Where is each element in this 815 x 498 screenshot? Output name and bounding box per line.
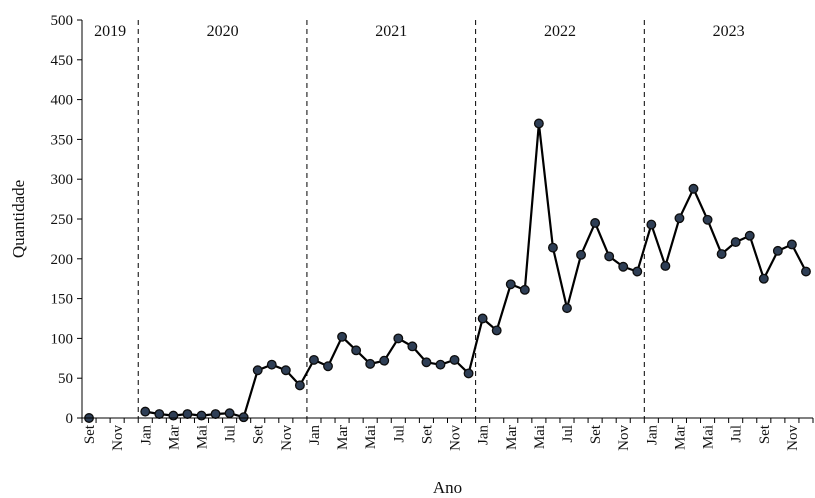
y-tick-label: 400 — [51, 93, 74, 109]
data-point — [758, 273, 769, 284]
y-tick-label: 0 — [66, 411, 74, 427]
data-point — [477, 313, 488, 324]
x-tick-label: Set — [588, 424, 604, 444]
y-tick-label: 500 — [51, 13, 74, 29]
x-tick-label: Jul — [391, 425, 407, 443]
data-point — [224, 408, 235, 419]
data-point — [393, 333, 404, 344]
data-point — [505, 279, 516, 290]
data-point — [590, 218, 601, 228]
data-point — [435, 359, 446, 370]
data-point — [772, 245, 783, 256]
y-tick-label: 200 — [51, 252, 74, 268]
data-point — [294, 380, 305, 391]
data-point — [210, 409, 221, 419]
x-tick-label: Jul — [729, 425, 745, 443]
data-point — [337, 331, 348, 342]
data-point — [533, 118, 544, 129]
year-label: 2019 — [94, 23, 126, 40]
x-tick-label: Mai — [532, 425, 548, 449]
data-point — [618, 261, 629, 272]
x-tick-label: Jul — [223, 425, 239, 443]
year-dividers — [137, 20, 645, 418]
year-label: 2021 — [375, 23, 407, 40]
data-point — [463, 368, 474, 379]
series-line — [145, 122, 807, 419]
x-tick-label: Jan — [644, 425, 660, 445]
data-point — [252, 365, 263, 376]
x-tick-label: Mar — [504, 425, 520, 450]
data-point — [646, 219, 657, 230]
data-point — [660, 261, 671, 271]
data-point — [562, 303, 572, 314]
y-tick-label: 450 — [51, 53, 74, 69]
data-point — [421, 357, 432, 368]
y-tick-label: 50 — [58, 371, 73, 387]
y-tick-label: 300 — [51, 172, 74, 188]
x-tick-label: Jan — [307, 425, 323, 445]
data-point — [154, 409, 165, 419]
y-tick-label: 250 — [51, 212, 74, 228]
data-point — [168, 410, 179, 421]
x-tick-label: Mai — [194, 425, 210, 449]
data-point — [688, 183, 699, 194]
x-tick-label: Set — [419, 424, 435, 444]
data-point — [280, 365, 291, 376]
data-point — [182, 409, 193, 419]
data-point — [351, 345, 362, 356]
data-point — [238, 412, 249, 423]
data-point — [604, 251, 615, 262]
x-tick-label: Mar — [166, 425, 182, 450]
data-point — [744, 230, 755, 241]
y-axis-title: Quantidade — [9, 180, 28, 258]
y-tick-label: 350 — [51, 132, 74, 148]
y-tick-label: 100 — [51, 331, 74, 347]
data-point — [365, 358, 376, 369]
x-tick-label: Mai — [363, 425, 379, 449]
year-label: 2022 — [544, 23, 576, 40]
data-point — [786, 239, 797, 250]
year-label: 2020 — [207, 23, 239, 40]
x-tick-label: Nov — [785, 425, 801, 451]
data-point — [702, 214, 713, 225]
data-point — [266, 359, 277, 370]
x-tick-label: Jan — [138, 425, 154, 445]
data-point — [716, 249, 727, 259]
data-point — [730, 237, 741, 248]
data-point — [519, 284, 530, 295]
data-point — [449, 354, 460, 365]
x-tick-label: Jul — [560, 425, 576, 443]
data-point — [309, 354, 319, 365]
data-point — [140, 406, 151, 417]
data-point — [674, 213, 685, 224]
x-tick-label: Nov — [279, 425, 295, 451]
data-point — [407, 341, 418, 352]
data-point — [379, 355, 390, 366]
x-tick-label: Set — [82, 424, 98, 444]
data-point — [576, 249, 586, 260]
x-tick-label: Mar — [672, 425, 688, 450]
x-tick-label: Nov — [110, 425, 126, 451]
x-tick-label: Nov — [448, 425, 464, 451]
x-tick-label: Mai — [701, 425, 717, 449]
x-tick-label: Set — [251, 424, 267, 444]
x-tick-label: Mar — [335, 425, 351, 450]
data-point — [491, 325, 502, 336]
data-point — [632, 266, 643, 277]
x-tick-label: Set — [757, 424, 773, 444]
y-tick-label: 150 — [51, 292, 74, 308]
year-label: 2023 — [713, 23, 745, 40]
data-point — [801, 266, 811, 277]
year-labels: 2019 2020 2021 2022 2023 — [94, 23, 745, 40]
x-axis-ticks: Set Nov Jan Mar Mai Jul Set Nov Jan Mar Mai Jul Set N… — [81, 418, 814, 451]
data-point — [196, 410, 207, 421]
data-point — [323, 361, 333, 372]
data-point — [547, 242, 558, 253]
x-axis-title: Ano — [433, 478, 462, 497]
x-tick-label: Nov — [616, 425, 632, 451]
x-tick-label: Jan — [476, 425, 492, 445]
y-axis-ticks: 0 50 100 150 200 250 300 350 400 450 500 — [51, 13, 82, 427]
data-points — [84, 118, 811, 423]
